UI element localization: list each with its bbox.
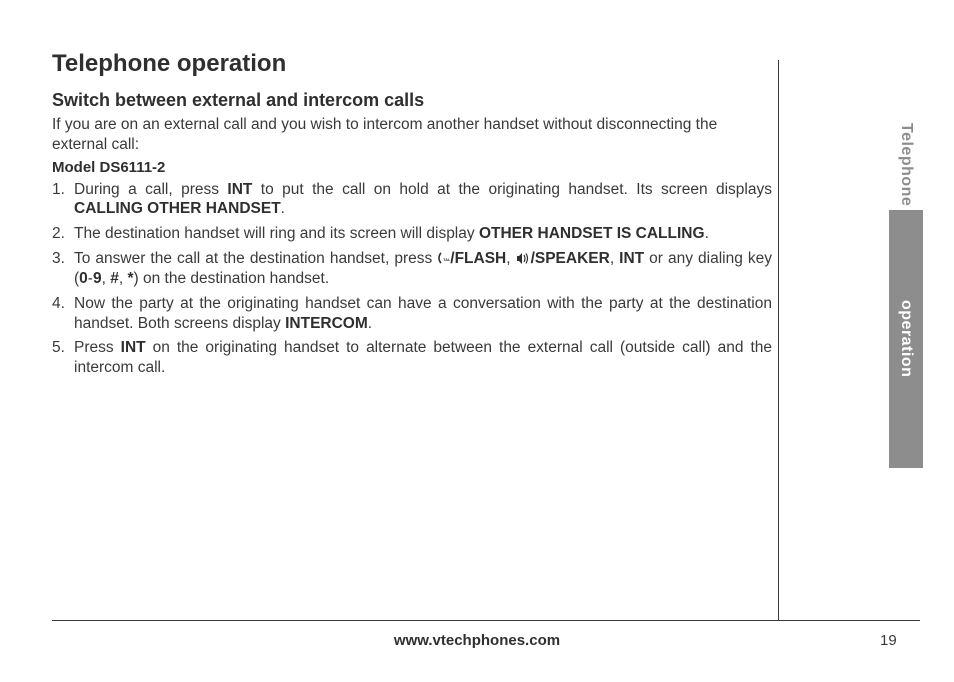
key-0: 0 — [79, 270, 88, 287]
footer-url: www.vtechphones.com — [0, 632, 954, 649]
key-int: INT — [227, 181, 252, 198]
step-text: on the originating handset to alternate … — [74, 339, 772, 376]
section-heading: Switch between external and intercom cal… — [52, 90, 772, 111]
key-speaker: /SPEAKER — [531, 250, 610, 267]
step-text: The destination handset will ring and it… — [74, 225, 479, 242]
horizontal-rule — [52, 620, 920, 621]
page-number: 19 — [880, 632, 897, 649]
vertical-rule — [778, 60, 779, 620]
page-title: Telephone operation — [52, 50, 772, 78]
step-text: . — [368, 315, 372, 332]
step-text: ) on the destination handset. — [134, 270, 330, 287]
step-2: The destination handset will ring and it… — [52, 224, 772, 244]
side-tab-label-white: operation — [889, 210, 923, 468]
screen-text: OTHER HANDSET IS CALLING — [479, 225, 705, 242]
step-text: , — [506, 250, 515, 267]
step-text: , — [610, 250, 619, 267]
step-1: During a call, press INT to put the call… — [52, 180, 772, 220]
model-label: Model DS6111-2 — [52, 159, 772, 176]
key-flash: /FLASH — [450, 250, 506, 267]
step-5: Press INT on the originating handset to … — [52, 338, 772, 378]
intro-paragraph: If you are on an external call and you w… — [52, 115, 772, 155]
step-text: To answer the call at the destination ha… — [74, 250, 437, 267]
screen-text: INTERCOM — [285, 315, 368, 332]
side-tab-text-gray: Telephone — [897, 123, 915, 206]
step-text: Now the party at the originating handset… — [74, 295, 772, 332]
step-text: . — [705, 225, 709, 242]
talk-icon: TALK — [437, 252, 450, 265]
step-4: Now the party at the originating handset… — [52, 294, 772, 334]
step-text: Press — [74, 339, 121, 356]
speaker-icon — [516, 252, 531, 265]
step-text: , — [102, 270, 111, 287]
steps-list: During a call, press INT to put the call… — [52, 180, 772, 378]
step-3: To answer the call at the destination ha… — [52, 249, 772, 289]
key-int: INT — [121, 339, 146, 356]
screen-text: CALLING OTHER HANDSET — [74, 200, 281, 217]
side-tab-label-gray: Telephone — [889, 116, 923, 206]
key-9: 9 — [93, 270, 102, 287]
key-int: INT — [619, 250, 644, 267]
side-tab-text-white: operation — [897, 300, 915, 377]
step-text: . — [281, 200, 285, 217]
step-text: to put the call on hold at the originati… — [252, 181, 772, 198]
content-area: Telephone operation Switch between exter… — [52, 50, 772, 383]
key-hash: # — [110, 270, 119, 287]
step-text: During a call, press — [74, 181, 227, 198]
